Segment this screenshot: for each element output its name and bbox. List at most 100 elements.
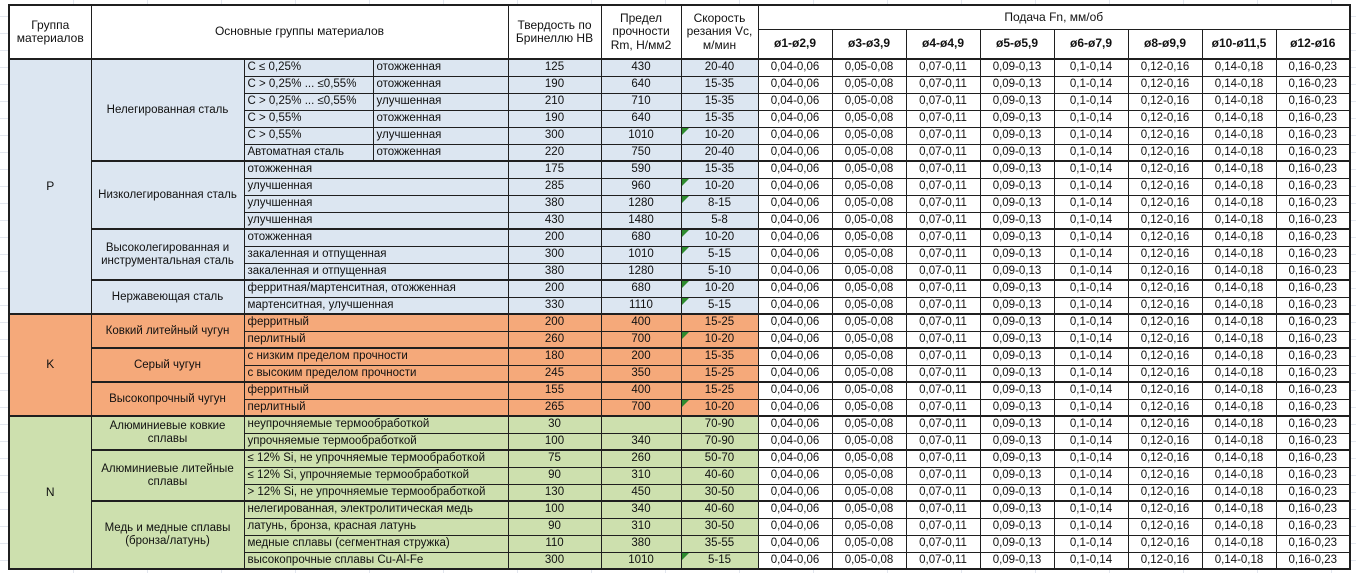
hardness-cell[interactable]: 220 — [507, 143, 602, 162]
feed-value-cell[interactable]: 0,05-0,08 — [831, 449, 907, 468]
feed-value-cell[interactable]: 0,1-0,14 — [1053, 92, 1129, 111]
feed-value-cell[interactable]: 0,09-0,13 — [979, 483, 1055, 502]
feed-value-cell[interactable]: 0,05-0,08 — [831, 347, 907, 366]
detail-cell[interactable]: ферритная/мартенситная, отожженная — [243, 279, 509, 298]
feed-value-cell[interactable]: 0,16-0,23 — [1275, 92, 1351, 111]
feed-value-cell[interactable]: 0,14-0,18 — [1201, 517, 1277, 536]
feed-value-cell[interactable]: 0,04-0,06 — [757, 109, 833, 128]
feed-value-cell[interactable]: 0,16-0,23 — [1275, 500, 1351, 519]
hardness-cell[interactable]: 180 — [507, 347, 602, 366]
feed-value-cell[interactable]: 0,14-0,18 — [1201, 75, 1277, 94]
feed-value-cell[interactable]: 0,14-0,18 — [1201, 92, 1277, 111]
feed-value-cell[interactable]: 0,16-0,23 — [1275, 364, 1351, 383]
feed-value-cell[interactable]: 0,16-0,23 — [1275, 432, 1351, 451]
detail-cell[interactable]: улучшенная — [243, 177, 509, 196]
feed-value-cell[interactable]: 0,07-0,11 — [905, 92, 981, 111]
feed-value-cell[interactable]: 0,05-0,08 — [831, 296, 907, 315]
hardness-cell[interactable]: 100 — [507, 500, 602, 519]
feed-value-cell[interactable]: 0,04-0,06 — [757, 92, 833, 111]
state-cell[interactable]: отожженная — [372, 75, 509, 94]
cutting-speed-cell[interactable]: 10-20 — [680, 126, 759, 145]
feed-value-cell[interactable]: 0,05-0,08 — [831, 313, 907, 332]
feed-value-cell[interactable]: 0,12-0,16 — [1127, 109, 1203, 128]
header-feed-d6[interactable]: ø8-ø9,9 — [1127, 28, 1203, 60]
subgroup-name-cell[interactable]: Низколегированная сталь — [90, 160, 245, 230]
feed-value-cell[interactable]: 0,07-0,11 — [905, 279, 981, 298]
subgroup-name-cell[interactable]: Нержавеющая сталь — [90, 279, 245, 315]
feed-value-cell[interactable]: 0,12-0,16 — [1127, 262, 1203, 281]
detail-cell[interactable]: латунь, бронза, красная латунь — [243, 517, 509, 536]
feed-value-cell[interactable]: 0,09-0,13 — [979, 313, 1055, 332]
detail-cell[interactable]: перлитный — [243, 330, 509, 349]
feed-value-cell[interactable]: 0,07-0,11 — [905, 177, 981, 196]
hardness-cell[interactable]: 100 — [507, 432, 602, 451]
feed-value-cell[interactable]: 0,12-0,16 — [1127, 381, 1203, 400]
feed-value-cell[interactable]: 0,16-0,23 — [1275, 398, 1351, 417]
feed-value-cell[interactable]: 0,16-0,23 — [1275, 228, 1351, 247]
feed-value-cell[interactable]: 0,12-0,16 — [1127, 296, 1203, 315]
hardness-cell[interactable]: 200 — [507, 279, 602, 298]
feed-value-cell[interactable]: 0,16-0,23 — [1275, 415, 1351, 434]
feed-value-cell[interactable]: 0,14-0,18 — [1201, 262, 1277, 281]
feed-value-cell[interactable]: 0,14-0,18 — [1201, 296, 1277, 315]
feed-value-cell[interactable]: 0,1-0,14 — [1053, 432, 1129, 451]
feed-value-cell[interactable]: 0,04-0,06 — [757, 245, 833, 264]
strength-cell[interactable] — [600, 415, 682, 434]
feed-value-cell[interactable]: 0,05-0,08 — [831, 517, 907, 536]
feed-value-cell[interactable]: 0,07-0,11 — [905, 551, 981, 570]
strength-cell[interactable]: 310 — [600, 466, 682, 485]
feed-value-cell[interactable]: 0,07-0,11 — [905, 415, 981, 434]
feed-value-cell[interactable]: 0,09-0,13 — [979, 126, 1055, 145]
feed-value-cell[interactable]: 0,1-0,14 — [1053, 75, 1129, 94]
strength-cell[interactable]: 350 — [600, 364, 682, 383]
hardness-cell[interactable]: 265 — [507, 398, 602, 417]
cutting-speed-cell[interactable]: 15-25 — [680, 364, 759, 383]
feed-value-cell[interactable]: 0,05-0,08 — [831, 551, 907, 570]
feed-value-cell[interactable]: 0,14-0,18 — [1201, 466, 1277, 485]
header-feed-d2[interactable]: ø3-ø3,9 — [831, 28, 907, 60]
feed-value-cell[interactable]: 0,1-0,14 — [1053, 517, 1129, 536]
header-material-group[interactable]: Группа материалов — [8, 4, 92, 60]
feed-value-cell[interactable]: 0,07-0,11 — [905, 245, 981, 264]
feed-value-cell[interactable]: 0,14-0,18 — [1201, 500, 1277, 519]
feed-value-cell[interactable]: 0,04-0,06 — [757, 58, 833, 77]
strength-cell[interactable]: 400 — [600, 313, 682, 332]
feed-value-cell[interactable]: 0,16-0,23 — [1275, 466, 1351, 485]
feed-value-cell[interactable]: 0,1-0,14 — [1053, 534, 1129, 553]
feed-value-cell[interactable]: 0,1-0,14 — [1053, 398, 1129, 417]
cutting-speed-cell[interactable]: 10-20 — [680, 279, 759, 298]
feed-value-cell[interactable]: 0,04-0,06 — [757, 364, 833, 383]
feed-value-cell[interactable]: 0,1-0,14 — [1053, 347, 1129, 366]
feed-value-cell[interactable]: 0,07-0,11 — [905, 160, 981, 179]
feed-value-cell[interactable]: 0,05-0,08 — [831, 75, 907, 94]
state-cell[interactable]: отожженная — [372, 58, 509, 77]
strength-cell[interactable]: 590 — [600, 160, 682, 179]
feed-value-cell[interactable]: 0,12-0,16 — [1127, 160, 1203, 179]
feed-value-cell[interactable]: 0,16-0,23 — [1275, 279, 1351, 298]
feed-value-cell[interactable]: 0,05-0,08 — [831, 143, 907, 162]
feed-value-cell[interactable]: 0,07-0,11 — [905, 534, 981, 553]
group-code-cell[interactable]: K — [8, 313, 92, 417]
feed-value-cell[interactable]: 0,09-0,13 — [979, 177, 1055, 196]
subgroup-name-cell[interactable]: Нелегированная сталь — [90, 58, 245, 162]
strength-cell[interactable]: 640 — [600, 109, 682, 128]
feed-value-cell[interactable]: 0,12-0,16 — [1127, 466, 1203, 485]
feed-value-cell[interactable]: 0,09-0,13 — [979, 415, 1055, 434]
feed-value-cell[interactable]: 0,12-0,16 — [1127, 500, 1203, 519]
strength-cell[interactable]: 710 — [600, 92, 682, 111]
detail-cell[interactable]: закаленная и отпущенная — [243, 245, 509, 264]
feed-value-cell[interactable]: 0,1-0,14 — [1053, 109, 1129, 128]
cutting-speed-cell[interactable]: 15-35 — [680, 92, 759, 111]
hardness-cell[interactable]: 380 — [507, 194, 602, 213]
feed-value-cell[interactable]: 0,04-0,06 — [757, 398, 833, 417]
feed-value-cell[interactable]: 0,09-0,13 — [979, 551, 1055, 570]
feed-value-cell[interactable]: 0,09-0,13 — [979, 449, 1055, 468]
feed-value-cell[interactable]: 0,05-0,08 — [831, 398, 907, 417]
feed-value-cell[interactable]: 0,1-0,14 — [1053, 381, 1129, 400]
feed-value-cell[interactable]: 0,04-0,06 — [757, 160, 833, 179]
feed-value-cell[interactable]: 0,14-0,18 — [1201, 245, 1277, 264]
hardness-cell[interactable]: 175 — [507, 160, 602, 179]
detail-cell[interactable]: нелегированная, электролитическая медь — [243, 500, 509, 519]
detail-cell[interactable]: ≤ 12% Si, не упрочняемые термообработкой — [243, 449, 509, 468]
hardness-cell[interactable]: 30 — [507, 415, 602, 434]
